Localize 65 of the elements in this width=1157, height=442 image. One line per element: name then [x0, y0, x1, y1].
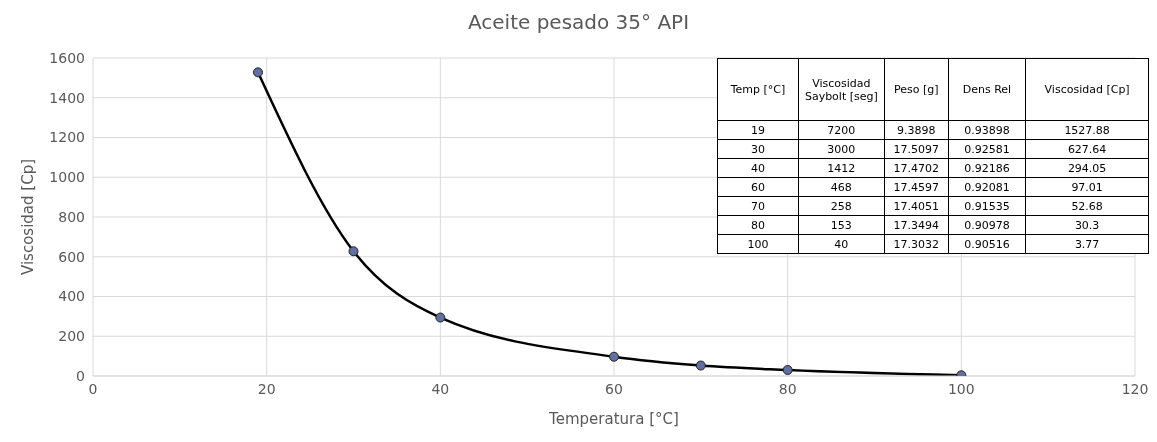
- annotation: 80: [717, 215, 799, 235]
- annotation: 52.68: [1025, 196, 1149, 216]
- annotation: 17.5097: [884, 139, 949, 159]
- point: [782, 364, 793, 375]
- annotation: 17.4051: [884, 196, 949, 216]
- annotation: 30.3: [1025, 215, 1149, 235]
- annotation: 0.90516: [948, 234, 1026, 254]
- annotation: 0.93898: [948, 120, 1026, 140]
- x-tick-label: 120: [1121, 380, 1149, 397]
- annotation: 17.4702: [884, 158, 949, 178]
- annotation: 468: [798, 177, 885, 197]
- annotation: Dens Rel: [948, 58, 1026, 121]
- y-axis-title: Viscosidad [Cp]: [19, 158, 38, 276]
- annotation: 3.77: [1025, 234, 1149, 254]
- y-tick-label: 1200: [49, 129, 85, 146]
- annotation: 17.3032: [884, 234, 949, 254]
- y-tick-label: 800: [58, 208, 85, 225]
- annotation: 30: [717, 139, 799, 159]
- annotation: 0.92186: [948, 158, 1026, 178]
- point: [695, 360, 706, 371]
- y-tick-label: 1000: [49, 169, 85, 186]
- annotation: 40: [798, 234, 885, 254]
- x-tick-label: 80: [778, 380, 797, 397]
- point: [348, 246, 359, 257]
- annotation: 17.3494: [884, 215, 949, 235]
- annotation: 17.4597: [884, 177, 949, 197]
- annotation: 40: [717, 158, 799, 178]
- annotation: 60: [717, 177, 799, 197]
- annotation: 1412: [798, 158, 885, 178]
- annotation: Viscosidad [Cp]: [1025, 58, 1149, 121]
- x-tick-label: 20: [257, 380, 276, 397]
- y-tick-label: 600: [58, 248, 85, 265]
- annotation: 100: [717, 234, 799, 254]
- annotation: 3000: [798, 139, 885, 159]
- annotation: Temp [°C]: [717, 58, 799, 121]
- annotation: 0.92081: [948, 177, 1026, 197]
- point: [609, 351, 619, 362]
- point: [252, 67, 263, 78]
- y-tick-label: 1400: [49, 89, 85, 106]
- y-tick-label: 0: [76, 367, 85, 384]
- annotation: Viscosidad Saybolt [seg]: [798, 58, 885, 121]
- annotation: 627.64: [1025, 139, 1149, 159]
- annotation: Peso [g]: [884, 58, 949, 121]
- annotation: 0.90978: [948, 215, 1026, 235]
- annotation: 294.05: [1025, 158, 1149, 178]
- x-tick-label: 60: [605, 380, 623, 397]
- x-tick-label: 0: [88, 380, 98, 397]
- annotation: 7200: [798, 120, 885, 140]
- x-tick-label: 100: [947, 380, 975, 397]
- annotation: 97.01: [1025, 177, 1149, 197]
- x-tick-label: 40: [431, 380, 450, 397]
- y-tick-label: 1600: [49, 49, 85, 66]
- chart-title: Aceite pesado 35° API: [466, 10, 691, 34]
- annotation: 9.3898: [884, 120, 949, 140]
- annotation: 153: [798, 215, 885, 235]
- y-tick-label: 400: [58, 288, 85, 305]
- annotation: 258: [798, 196, 885, 216]
- annotation: 1527.88: [1025, 120, 1149, 140]
- point: [435, 312, 446, 323]
- annotation: 0.91535: [948, 196, 1026, 216]
- x-axis-title: Temperatura [°C]: [548, 410, 679, 428]
- annotation: 70: [717, 196, 799, 216]
- annotation: 19: [717, 120, 799, 140]
- annotation: 0.92581: [948, 139, 1026, 159]
- y-tick-label: 200: [58, 328, 85, 345]
